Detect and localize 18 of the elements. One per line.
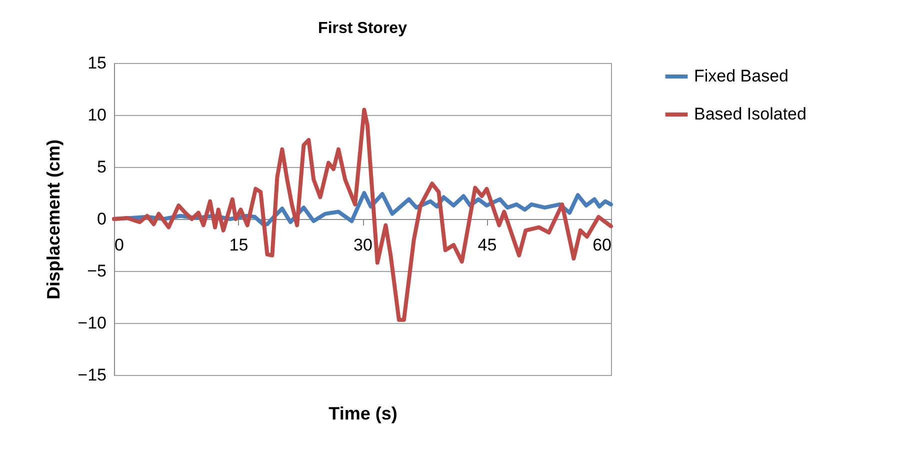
line-series [112, 108, 613, 322]
x-tick-label: 0 [114, 236, 124, 254]
x-axis-title: Time (s) [328, 404, 398, 424]
legend-label: Based Isolated [694, 104, 806, 124]
y-tick-label: −10 [78, 314, 106, 332]
y-tick-label: 15 [88, 54, 106, 72]
x-tick-label: 60 [592, 236, 612, 254]
x-tick-label: 30 [354, 236, 372, 254]
x-tick-label: 45 [478, 236, 497, 254]
y-tick-label: 5 [97, 158, 106, 176]
y-tick-label: 10 [88, 106, 106, 124]
y-axis-title: Displacement (cm) [44, 139, 64, 300]
y-tick-label: 0 [97, 210, 106, 228]
y-tick-label: −5 [87, 262, 106, 280]
y-tick-label: −15 [78, 366, 106, 384]
chart-title: First Storey [318, 20, 408, 37]
legend-label: Fixed Based [694, 66, 788, 86]
x-tick-label: 15 [229, 236, 248, 254]
